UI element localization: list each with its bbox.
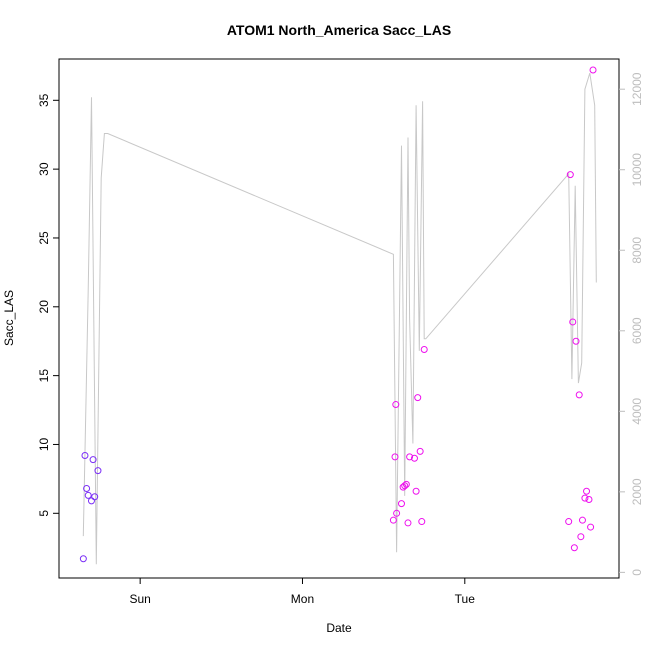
y2-tick-label: 10000 (630, 153, 644, 187)
plot-frame (58, 58, 620, 579)
data-point (414, 394, 422, 402)
data-point (402, 480, 410, 488)
data-point (566, 171, 574, 179)
data-point (404, 519, 412, 527)
data-point (397, 500, 405, 508)
data-point (583, 487, 591, 495)
plot-area: 5 10 15 20 25 30 35 0 2000 4000 6000 8000 10000 12000… (37, 66, 644, 606)
y-tick-label: 5 (37, 510, 51, 517)
chart-title: ATOM1 North_America Sacc_LAS (227, 22, 451, 38)
y2-tick-label: 8000 (630, 237, 644, 264)
data-point (401, 482, 409, 490)
y-axis-label: Sacc_LAS (2, 290, 16, 346)
y-tick-label: 25 (37, 231, 51, 245)
data-point (392, 401, 400, 409)
x-tick-label: Tue (455, 592, 476, 606)
data-point (578, 516, 586, 524)
data-point (79, 555, 87, 563)
data-point (89, 456, 97, 464)
data-point (393, 509, 401, 517)
data-point (575, 391, 583, 399)
data-point (412, 487, 420, 495)
data-point (391, 453, 399, 461)
data-point (389, 516, 397, 524)
data-point (581, 494, 589, 502)
data-point (84, 491, 92, 499)
data-point (81, 451, 89, 459)
y-tick-label: 35 (37, 93, 51, 107)
data-point (83, 485, 91, 493)
data-point (420, 345, 428, 353)
y2-tick-label: 2000 (630, 478, 644, 505)
data-point (94, 467, 102, 475)
y2-tick-label: 4000 (630, 398, 644, 425)
x-tick-label: Mon (291, 592, 314, 606)
data-point (577, 533, 585, 541)
data-point (565, 518, 573, 526)
x-axis-label: Date (326, 621, 352, 635)
data-point (406, 453, 414, 461)
data-point (418, 518, 426, 526)
y-tick-label: 20 (37, 300, 51, 314)
data-point (87, 497, 95, 505)
data-point (569, 318, 577, 326)
x-tick-label: Sun (129, 592, 150, 606)
data-point (570, 544, 578, 552)
y-tick-label: 30 (37, 162, 51, 176)
data-point (572, 337, 580, 345)
line-series (82, 72, 597, 565)
y-tick-label: 10 (37, 437, 51, 451)
data-point (91, 493, 99, 501)
y-tick-label: 15 (37, 369, 51, 383)
y2-tick-label: 6000 (630, 317, 644, 344)
data-point (587, 523, 595, 531)
data-point (589, 66, 597, 74)
data-point (585, 496, 593, 504)
y2-tick-label: 12000 (630, 72, 644, 106)
data-point (410, 454, 418, 462)
data-point (416, 447, 424, 455)
y2-tick-label: 0 (630, 569, 644, 576)
